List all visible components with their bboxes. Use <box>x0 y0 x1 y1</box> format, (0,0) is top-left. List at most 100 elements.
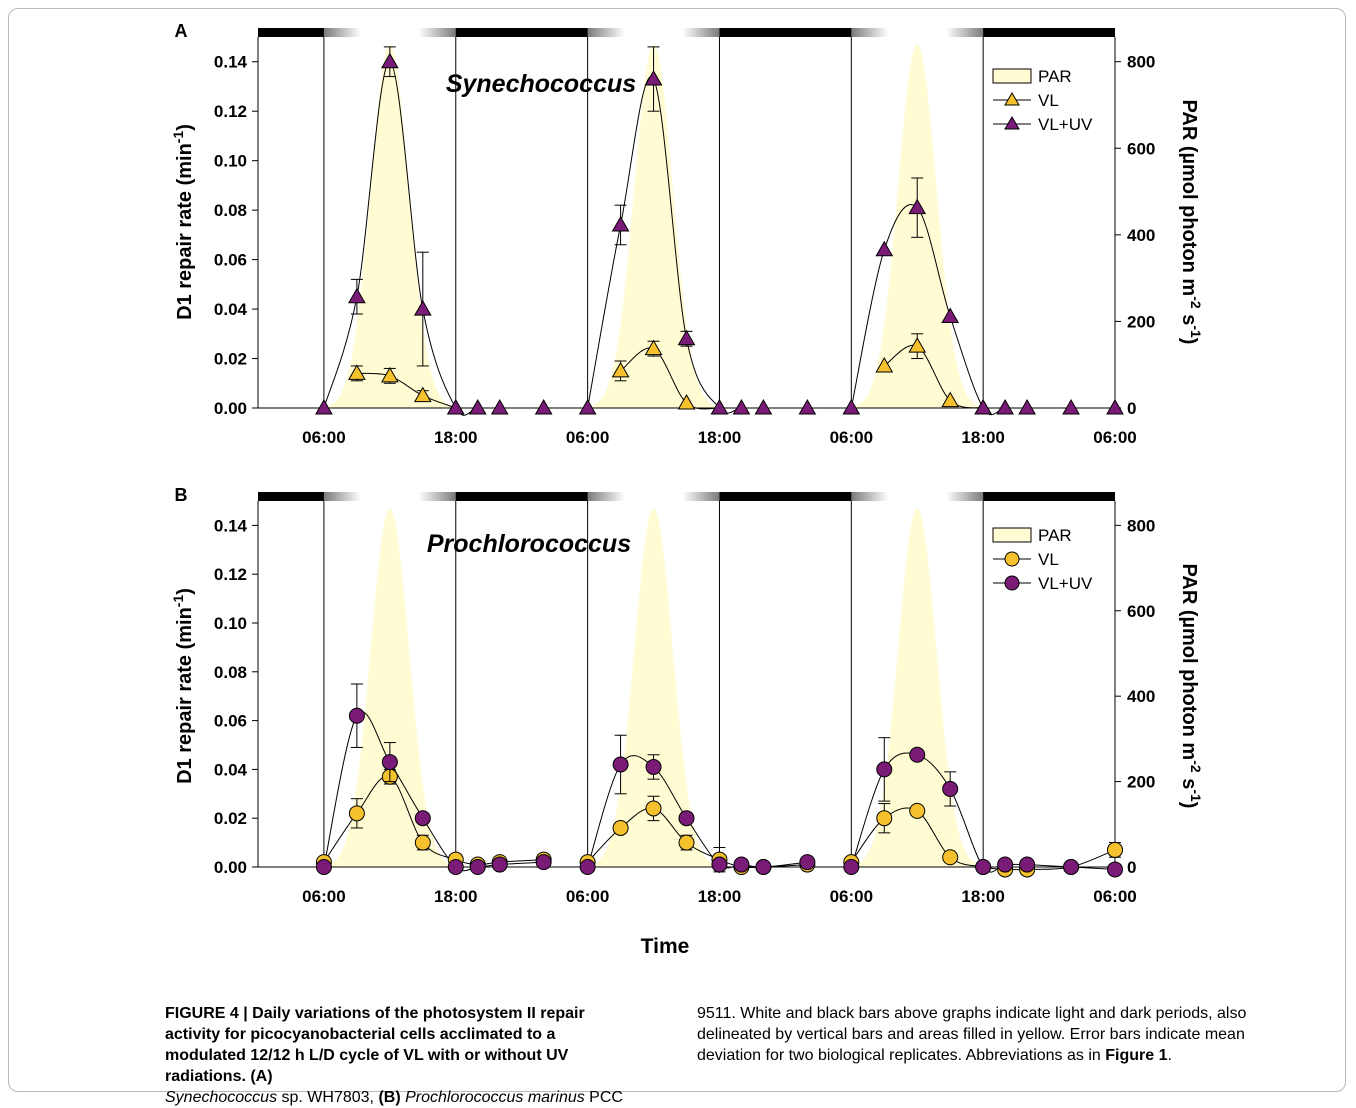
x-tick-label: 06:00 <box>830 887 873 906</box>
data-point <box>380 366 399 383</box>
data-point <box>875 356 894 373</box>
y-tick-label: 0.00 <box>214 858 247 877</box>
data-point <box>611 215 630 232</box>
data-point <box>414 834 431 851</box>
y-tick-label: 0.14 <box>214 516 248 535</box>
caption-left: FIGURE 4 | Daily variations of the photo… <box>165 1003 625 1108</box>
caption-label: FIGURE 4 | <box>165 1005 253 1022</box>
legend-marker <box>1004 551 1020 567</box>
data-point <box>315 398 333 415</box>
data-point <box>909 802 926 819</box>
panel-a: 0.00 0.02 0.04 0.06 0.08 0.10 0.12 0.14 0 200 400 6… <box>170 21 1204 447</box>
chart-title: Synechococcus <box>446 70 636 98</box>
panel-label: B <box>175 485 188 505</box>
light-period-bar <box>587 28 720 37</box>
y-tick-label: 0.02 <box>214 350 247 369</box>
legend-marker <box>1004 116 1020 130</box>
caption-ref: Figure 1 <box>1105 1047 1168 1064</box>
x-tick-label: 06:00 <box>1093 428 1136 447</box>
caption-marker-b: (B) <box>378 1089 401 1106</box>
legend-label: VL <box>1038 550 1059 569</box>
light-period-bar <box>851 492 984 501</box>
caption-body: 9511. White and black bars above graphs … <box>697 1005 1247 1064</box>
data-point <box>875 240 894 257</box>
y2-axis-title: PAR (µmol photon m-2 s-1) <box>1178 564 1204 809</box>
x-tick-label: 18:00 <box>434 428 477 447</box>
data-point <box>1018 398 1036 415</box>
data-point <box>677 329 696 346</box>
data-point <box>711 856 728 873</box>
y-tick-label: 0.12 <box>214 102 247 121</box>
series-line <box>883 344 984 409</box>
data-point <box>315 859 332 875</box>
y2-axis-title: PAR (µmol photon m-2 s-1) <box>1178 100 1204 345</box>
legend-label: VL <box>1038 91 1059 110</box>
y2-tick-label: 400 <box>1127 226 1155 245</box>
data-point <box>975 859 992 875</box>
x-tick-label: 18:00 <box>961 887 1004 906</box>
data-point <box>644 339 663 356</box>
x-tick-label: 18:00 <box>698 887 741 906</box>
data-point <box>941 307 960 323</box>
data-point <box>1063 859 1080 875</box>
data-point <box>843 859 860 875</box>
data-point <box>612 756 629 773</box>
par-area <box>587 508 720 867</box>
y2-tick-label: 600 <box>1127 602 1155 621</box>
data-point <box>380 52 399 69</box>
data-point <box>612 819 629 836</box>
data-point <box>996 398 1014 415</box>
panel-label: A <box>175 21 188 41</box>
y2-tick-label: 0 <box>1127 858 1136 877</box>
legend-par-swatch <box>992 68 1032 84</box>
legend-par-swatch <box>992 527 1032 543</box>
legend-label: VL+UV <box>1038 574 1093 593</box>
data-point <box>414 810 431 827</box>
data-point <box>469 859 486 875</box>
y-tick-label: 0.10 <box>214 152 247 171</box>
y-tick-label: 0.12 <box>214 565 247 584</box>
x-tick-label: 18:00 <box>698 428 741 447</box>
caption-title: Daily variations of the photosystem II r… <box>165 1005 585 1085</box>
data-point <box>678 834 695 851</box>
x-tick-label: 06:00 <box>1093 887 1136 906</box>
y2-tick-label: 400 <box>1127 687 1155 706</box>
y-tick-label: 0.04 <box>214 760 248 779</box>
data-point <box>644 70 663 86</box>
data-point <box>578 398 597 415</box>
data-point <box>842 398 861 415</box>
par-area <box>587 44 720 409</box>
data-point <box>908 337 927 353</box>
x-axis-title: Time <box>641 935 690 958</box>
data-point <box>611 361 630 378</box>
y-tick-label: 0.08 <box>214 201 247 220</box>
series-line <box>620 347 720 410</box>
x-tick-label: 06:00 <box>566 887 609 906</box>
data-point <box>1062 398 1080 415</box>
legend-label: PAR <box>1038 67 1072 86</box>
data-point <box>468 398 487 415</box>
caption-species-b: Prochlorococcus marinus <box>405 1089 585 1106</box>
caption-end: . <box>1167 1047 1172 1064</box>
chart-title: Prochlorococcus <box>427 530 631 558</box>
data-point <box>348 364 366 380</box>
series-line <box>323 61 544 416</box>
light-period-bar <box>587 492 720 501</box>
data-point <box>754 398 773 415</box>
data-point <box>876 810 893 827</box>
data-point <box>579 859 596 875</box>
y-axis-title: D1 repair rate (min-1) <box>170 588 196 784</box>
data-point <box>491 856 508 873</box>
light-period-bar <box>323 28 456 37</box>
y2-tick-label: 0 <box>1127 399 1136 418</box>
light-period-bar <box>323 492 456 501</box>
x-tick-label: 06:00 <box>302 428 345 447</box>
data-point <box>413 300 432 316</box>
legend-label: VL+UV <box>1038 115 1093 134</box>
x-tick-label: 06:00 <box>566 428 609 447</box>
panel-b: 0.00 0.02 0.04 0.06 0.08 0.10 0.12 0.14 0 200 400 6… <box>170 485 1204 906</box>
caption-strain-b: PCC <box>584 1089 623 1106</box>
y-tick-label: 0.06 <box>214 251 247 270</box>
y-tick-label: 0.08 <box>214 663 247 682</box>
